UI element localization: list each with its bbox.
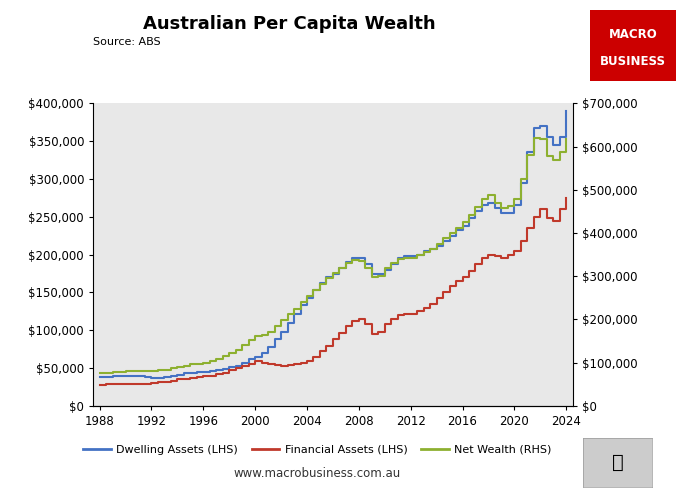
Text: www.macrobusiness.com.au: www.macrobusiness.com.au — [234, 467, 401, 480]
Text: Australian Per Capita Wealth: Australian Per Capita Wealth — [144, 15, 436, 33]
Text: MACRO: MACRO — [609, 29, 658, 41]
Legend: Dwelling Assets (LHS), Financial Assets (LHS), Net Wealth (RHS): Dwelling Assets (LHS), Financial Assets … — [79, 440, 556, 460]
Text: BUSINESS: BUSINESS — [600, 55, 666, 68]
Text: Source: ABS: Source: ABS — [93, 37, 161, 47]
Text: 🐺: 🐺 — [611, 453, 624, 472]
